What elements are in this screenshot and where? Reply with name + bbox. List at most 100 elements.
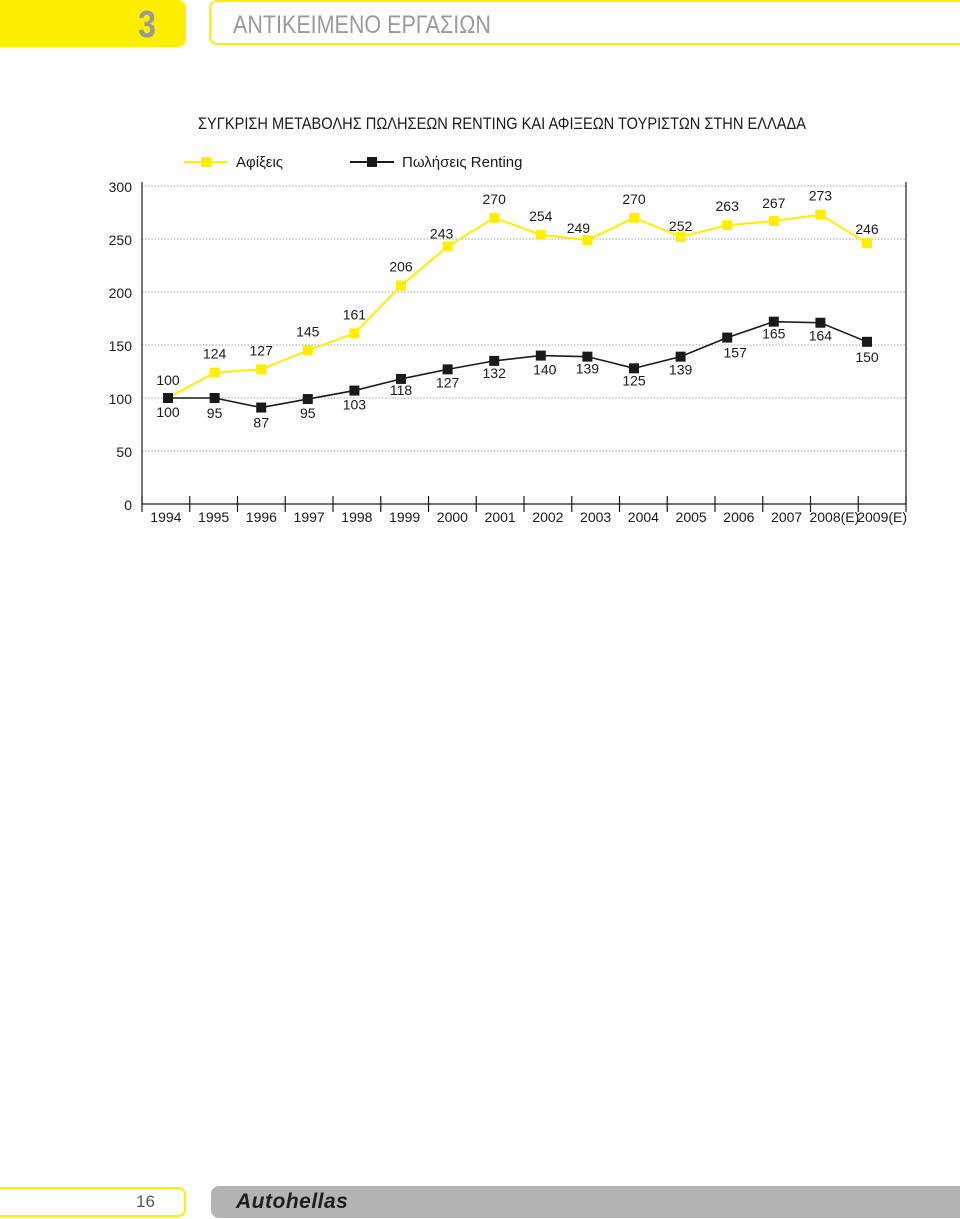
series-line-arrivals (167, 213, 868, 399)
data-point (256, 402, 267, 413)
data-label: 273 (809, 188, 833, 204)
data-point (442, 364, 453, 375)
data-point (722, 220, 733, 231)
autohellas-logo: Autohellas (236, 1190, 349, 1213)
data-point (862, 336, 872, 347)
data-label: 100 (156, 404, 180, 420)
chapter-number: 3 (138, 4, 156, 46)
data-label: 267 (762, 195, 786, 211)
data-label: 140 (533, 362, 557, 378)
data-point (629, 212, 639, 223)
data-point (582, 351, 593, 362)
data-label: 270 (622, 191, 646, 207)
data-label: 87 (253, 415, 269, 431)
data-label: 206 (389, 259, 413, 275)
legend-label: Αφίξεις (236, 154, 283, 171)
data-point (815, 209, 826, 220)
data-point (209, 393, 220, 403)
legend-swatch-marker (201, 157, 211, 167)
footer-bar (211, 1186, 960, 1218)
data-point (768, 215, 779, 226)
x-tick-label: 2003 (580, 509, 611, 525)
data-point (815, 317, 826, 328)
data-point (396, 373, 406, 384)
x-tick-label: 1997 (294, 509, 325, 525)
data-label: 125 (622, 372, 646, 388)
section-title-frame (209, 0, 960, 45)
x-tick-label: 2006 (723, 509, 754, 525)
data-label: 254 (529, 208, 553, 224)
data-point (489, 212, 500, 223)
data-point (535, 229, 546, 240)
x-tick-label: 2001 (485, 509, 516, 525)
data-label: 127 (436, 374, 460, 390)
x-tick-label: 2004 (628, 509, 659, 525)
y-tick-label: 0 (124, 497, 132, 513)
data-label: 139 (669, 362, 693, 378)
data-label: 243 (430, 225, 454, 241)
data-label: 252 (669, 218, 693, 234)
data-point (163, 393, 173, 403)
data-point (675, 231, 686, 242)
data-label: 132 (483, 365, 507, 381)
data-point (582, 235, 593, 246)
data-label: 100 (156, 372, 180, 388)
chart-title: ΣΥΓΚΡΙΣΗ ΜΕΤΑΒΟΛΗΣ ΠΩΛΗΣΕΩΝ RENTING ΚΑΙ … (198, 115, 806, 133)
data-label: 164 (809, 328, 833, 344)
y-tick-label: 50 (116, 444, 132, 460)
data-label: 118 (390, 382, 413, 398)
legend-swatch-marker (367, 157, 377, 167)
data-label: 157 (724, 345, 748, 361)
data-point (535, 350, 546, 361)
data-point (209, 367, 220, 378)
chapter-tab (0, 0, 186, 47)
series-line-renting (168, 320, 868, 409)
x-tick-label: 2009(E) (857, 509, 907, 525)
data-point (489, 355, 500, 366)
x-tick-label: 1994 (150, 509, 181, 525)
x-tick-label: 1996 (246, 509, 277, 525)
page-number: 16 (136, 1192, 155, 1211)
data-point (349, 385, 360, 396)
data-label: 127 (250, 342, 274, 358)
data-label: 103 (343, 397, 367, 413)
y-tick-label: 250 (109, 232, 133, 248)
data-point (862, 238, 872, 249)
chart-series: 100 124 127 145 161 206 243 270 254 249 270 252 263 2… (156, 188, 879, 431)
data-label: 150 (855, 349, 879, 365)
x-tick-label: 2002 (532, 509, 563, 525)
data-label: 246 (855, 221, 879, 237)
data-point (442, 241, 453, 252)
y-tick-label: 100 (109, 391, 133, 407)
data-point (302, 345, 313, 356)
chart-grid (142, 185, 906, 452)
data-label: 95 (207, 405, 223, 421)
data-point (302, 394, 313, 405)
data-label: 165 (762, 326, 786, 342)
x-tick-label: 1999 (389, 509, 420, 525)
x-tick-label: 2007 (771, 509, 802, 525)
data-point (396, 280, 406, 291)
data-point (629, 363, 639, 374)
x-tick-label: 2005 (676, 509, 707, 525)
data-label: 124 (203, 346, 227, 362)
line-chart: ΣΥΓΚΡΙΣΗ ΜΕΤΑΒΟΛΗΣ ΠΩΛΗΣΕΩΝ RENTING ΚΑΙ … (109, 115, 907, 525)
data-point (675, 351, 686, 362)
x-tick-label: 1995 (198, 509, 229, 525)
x-tick-label: 2008(E) (809, 509, 859, 525)
data-label: 161 (343, 306, 367, 322)
data-label: 139 (576, 361, 600, 377)
chart-legend: Αφίξεις Πωλήσεις Renting (184, 154, 522, 171)
data-label: 263 (716, 198, 740, 214)
legend-label: Πωλήσεις Renting (402, 154, 522, 171)
data-point (256, 364, 267, 375)
data-label: 270 (483, 191, 507, 207)
data-point (722, 332, 733, 343)
y-tick-label: 150 (109, 338, 133, 354)
data-label: 95 (300, 405, 316, 421)
section-title: ΑΝΤΙΚΕΙΜΕΝΟ ΕΡΓΑΣΙΩΝ (233, 11, 491, 39)
x-tick-label: 1998 (341, 509, 372, 525)
data-label: 249 (567, 220, 591, 236)
data-point (349, 328, 360, 339)
y-tick-label: 300 (109, 179, 133, 195)
